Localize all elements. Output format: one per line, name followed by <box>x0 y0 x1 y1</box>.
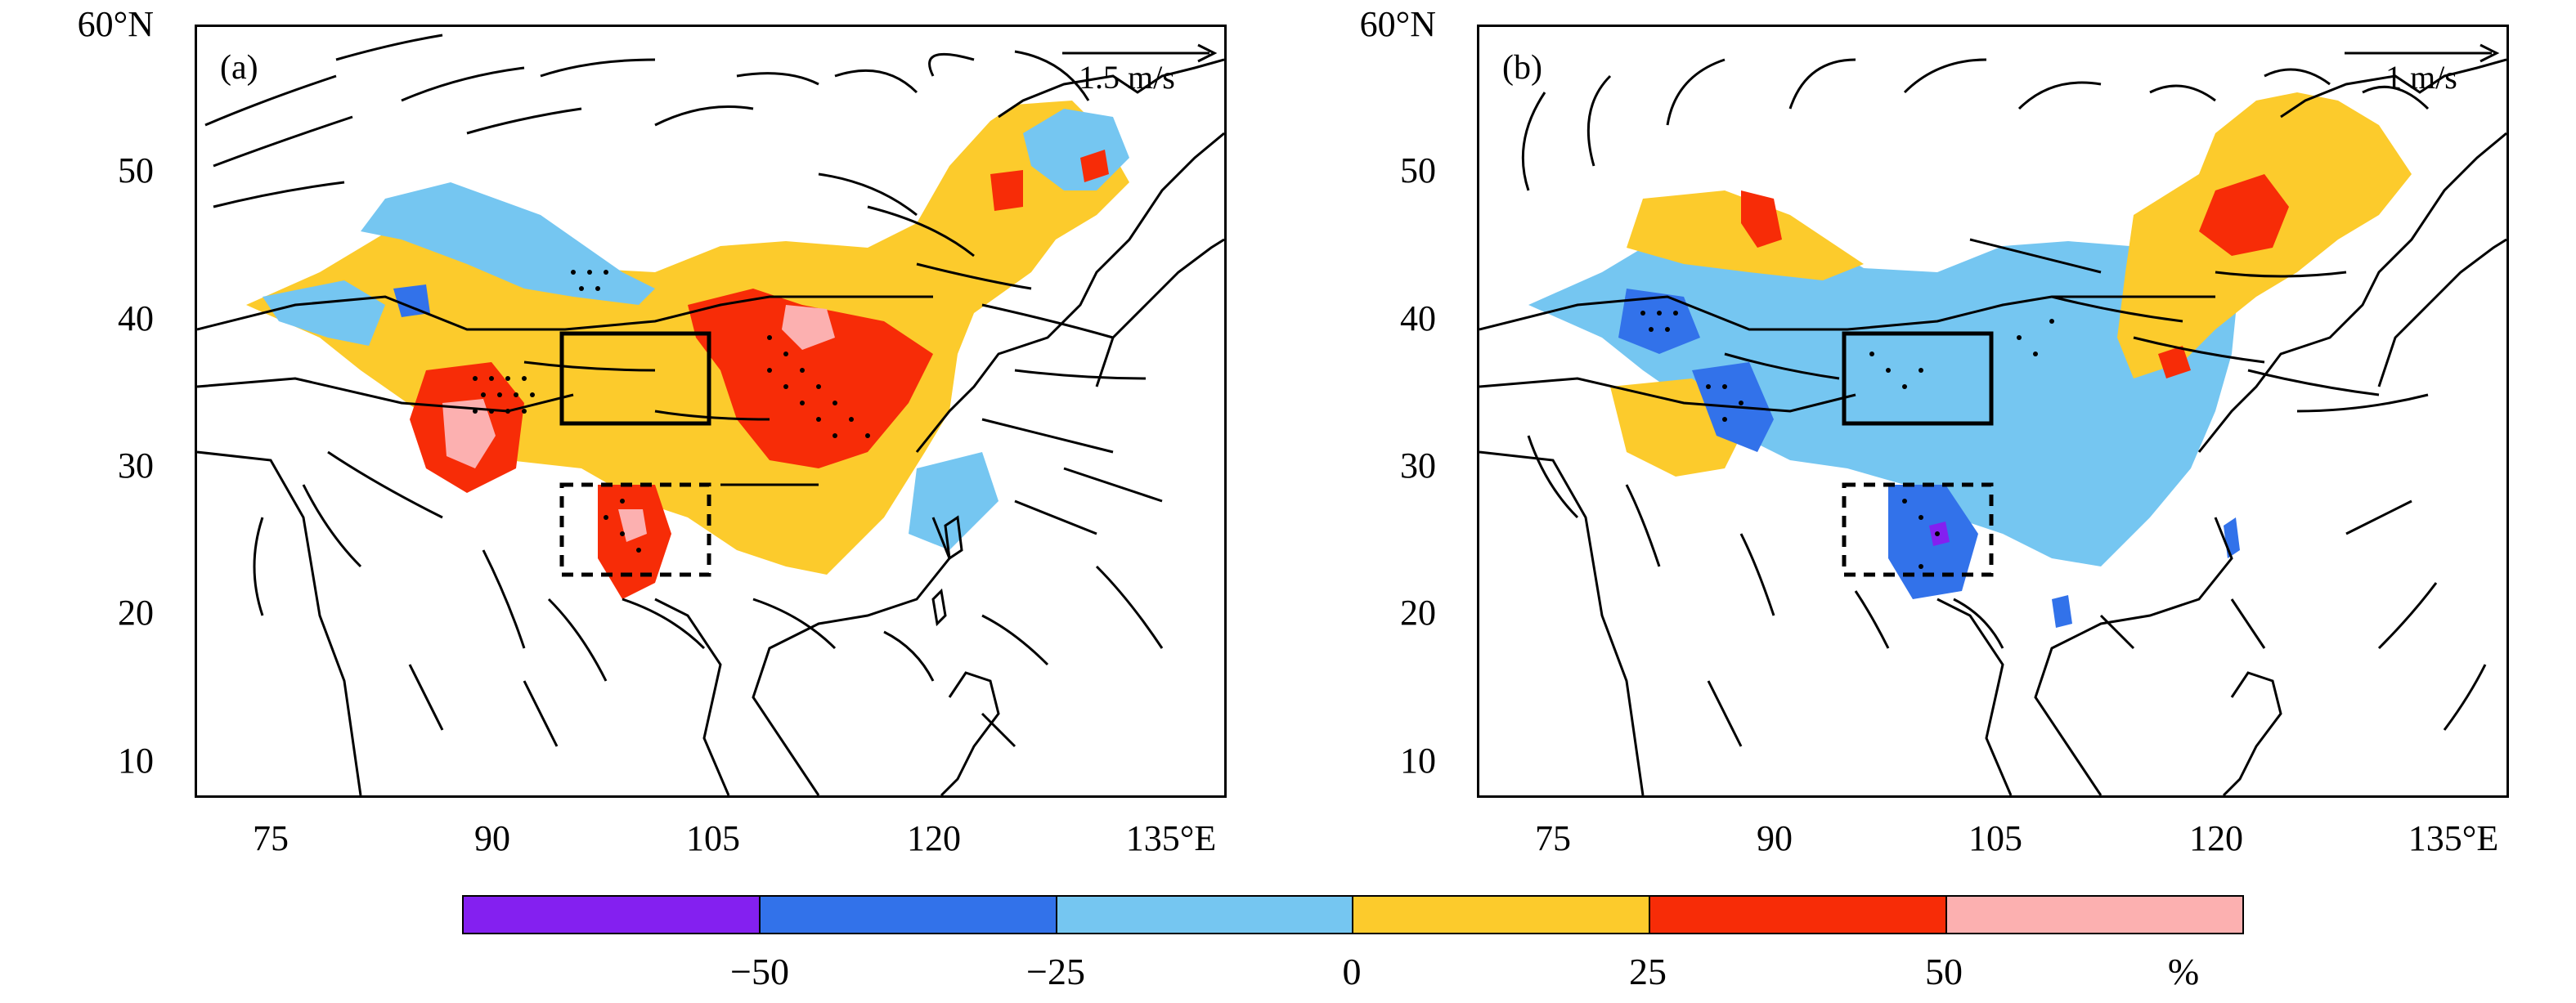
lon-tick-75-b: 75 <box>1535 818 1571 858</box>
blue-west <box>393 284 430 317</box>
lightblue-region <box>1528 190 2256 566</box>
coastlines <box>197 58 1224 795</box>
lat-tick-20-b: 20 <box>1400 593 1436 633</box>
red-north <box>1741 190 1782 248</box>
colorbar-unit: % <box>2167 951 2200 992</box>
lon-tick-90-b: 90 <box>1757 818 1793 858</box>
lat-tick-30: 30 <box>118 446 154 486</box>
lat-tick-20: 20 <box>118 593 154 633</box>
lon-tick-135: 135°E <box>1125 818 1217 858</box>
map-panel-b: (b) 1 m/s <box>1477 25 2509 798</box>
blue-west <box>1618 289 1700 354</box>
colorbar-segment <box>760 897 1057 933</box>
lat-tick-40: 40 <box>118 298 154 338</box>
lon-tick-120: 120 <box>907 818 961 858</box>
colorbar-label-0: 0 <box>1342 951 1362 992</box>
colorbar-label-minus25: −25 <box>1026 951 1085 992</box>
colorbar-label-25: 25 <box>1629 951 1667 992</box>
wind-vectors <box>204 34 1164 748</box>
lat-tick-40-b: 40 <box>1400 298 1436 338</box>
lat-tick-10: 10 <box>118 741 154 781</box>
ref-arrow-a <box>1062 43 1218 63</box>
lon-tick-105-b: 105 <box>1968 818 2022 858</box>
precip-field <box>246 101 1129 599</box>
lat-tick-50: 50 <box>118 150 154 190</box>
coastlines <box>1479 58 2506 795</box>
red-northeast <box>990 170 1023 211</box>
ref-arrow-b <box>2345 43 2500 63</box>
red-small <box>2158 346 2191 378</box>
colorbar-segment <box>464 897 761 933</box>
colorbar-segment <box>1947 897 2242 933</box>
panel-b-label: (b) <box>1502 49 1542 87</box>
lon-tick-90: 90 <box>474 818 510 858</box>
yellow-region <box>246 101 1129 575</box>
yellow-north <box>1627 190 1864 280</box>
solid-box <box>559 331 711 426</box>
red-south <box>598 485 671 599</box>
lon-tick-120-b: 120 <box>2189 818 2243 858</box>
map-a-canvas <box>197 34 1224 795</box>
ref-vector-label-b: 1 m/s <box>2385 59 2457 96</box>
colorbar-segment <box>1353 897 1651 933</box>
lat-tick-10-b: 10 <box>1400 741 1436 781</box>
red-central <box>688 289 933 468</box>
ref-vector-label-a: 1.5 m/s <box>1079 59 1175 96</box>
red-northeast-2 <box>1080 150 1109 182</box>
blue-island-2 <box>2052 595 2072 628</box>
lightblue-west <box>263 280 385 346</box>
significance-dots <box>1640 311 2054 569</box>
lon-tick-75: 75 <box>253 818 289 858</box>
lat-tick-50-b: 50 <box>1400 150 1436 190</box>
pink-central <box>782 305 835 350</box>
significance-dots <box>473 270 870 553</box>
pink-south <box>618 509 647 542</box>
lat-tick-60-b: 60°N <box>1359 4 1436 44</box>
pink-tibet <box>442 399 496 468</box>
colorbar-label-50: 50 <box>1925 951 1963 992</box>
blue-island <box>2224 517 2240 558</box>
colorbar-segment <box>1650 897 1948 933</box>
lon-tick-135-b: 135°E <box>2408 818 2499 858</box>
lat-tick-30-b: 30 <box>1400 446 1436 486</box>
lightblue-southeast <box>909 452 999 550</box>
wind-vectors <box>1521 58 2487 747</box>
solid-box <box>1842 331 1994 426</box>
map-b-canvas <box>1479 58 2506 795</box>
lat-tick-60: 60°N <box>77 4 154 44</box>
map-panel-a: (a) 1.5 m/s <box>195 25 1227 798</box>
colorbar <box>462 895 2244 934</box>
lon-tick-105: 105 <box>686 818 740 858</box>
colorbar-label-minus50: −50 <box>730 951 789 992</box>
colorbar-segment <box>1057 897 1354 933</box>
lightblue-north <box>361 182 655 305</box>
panel-a-label: (a) <box>220 49 258 87</box>
red-northeast <box>2199 174 2289 256</box>
precip-field <box>1528 92 2412 628</box>
